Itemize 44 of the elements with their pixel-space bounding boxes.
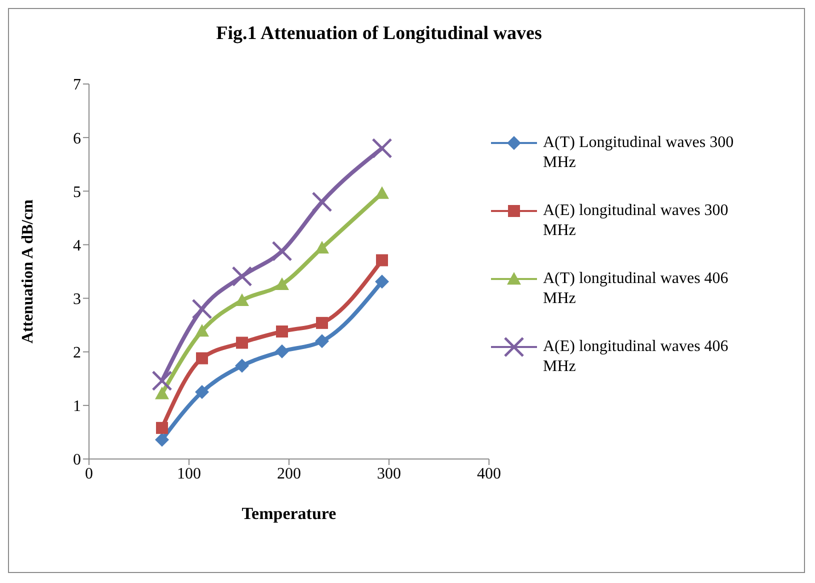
point [375,274,389,289]
point [236,336,248,349]
x-tick-label: 0 [85,465,93,482]
point [155,386,169,400]
y-tick-label: 7 [73,76,81,94]
point [276,326,288,338]
y-tick-label: 2 [73,344,81,362]
point [315,240,329,254]
x-tick-label: 300 [377,465,401,482]
point [195,324,209,337]
point [232,266,252,287]
point [375,186,389,199]
legend-label: A(T) longitudinal waves 406 MHz [543,269,730,309]
point [152,370,172,392]
point [195,385,209,400]
point [272,240,292,262]
point [316,316,328,329]
chart-title: Fig.1 Attenuation of Longitudinal waves [215,23,543,45]
x-tick-label: 100 [177,465,201,482]
y-tick-label: 4 [73,237,81,254]
x-tick-label: 200 [277,465,301,482]
point [235,358,249,373]
point [372,138,392,159]
y-tick-label: 0 [73,452,81,469]
point [312,192,332,212]
x-tick-label: 400 [477,465,501,482]
y-tick-label: 6 [73,130,81,148]
y-tick-label: 3 [73,290,81,308]
point [275,277,289,290]
y-tick-label: 1 [73,398,81,416]
point [315,334,329,348]
legend-label: A(E) longitudinal waves 300 MHz [543,201,730,241]
x-axis-title: Temperature [242,504,337,523]
point [156,422,168,434]
point [275,344,289,358]
legend-label: A(T) Longitudinal waves 300 MHz [543,133,735,173]
y-tick-label: 5 [73,184,81,201]
point [155,432,169,447]
point [235,293,249,306]
legend-label: A(E) longitudinal waves 406 MHz [543,337,730,377]
y-axis-title: Attenuation A dB/cm [20,198,37,344]
point [192,298,212,320]
point [376,254,388,266]
point [196,352,208,364]
